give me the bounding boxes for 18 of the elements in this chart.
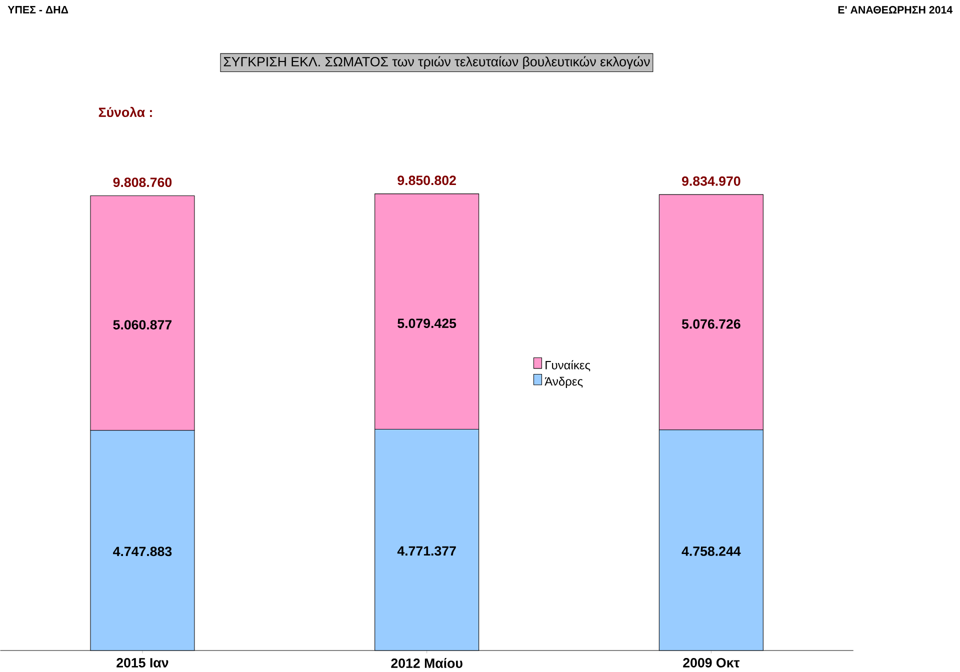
legend-label: Άνδρες bbox=[544, 376, 583, 388]
data-label: 5.079.425 bbox=[398, 318, 456, 328]
data-label: 4.758.244 bbox=[682, 546, 741, 556]
data-label: 4.771.377 bbox=[397, 546, 456, 556]
text: Σύνολα : bbox=[98, 106, 152, 117]
total-label: 9.808.760 bbox=[113, 177, 172, 187]
total-label: 9.850.802 bbox=[398, 175, 456, 185]
data-label: 5.076.726 bbox=[682, 319, 740, 329]
text: ΥΠΕΣ - ΔΗΔ bbox=[8, 6, 68, 14]
x-tick-label: 2012 Μαίου bbox=[391, 658, 462, 668]
chart-title: ΣΥΓΚΡΙΣΗ ΕΚΛ. ΣΩΜΑΤΟΣ των τριών τελευταίων βουλευτικών εκλογών bbox=[224, 56, 650, 69]
total-label: 9.834.970 bbox=[682, 176, 740, 186]
data-label: 5.060.877 bbox=[113, 320, 172, 330]
data-label: 4.747.883 bbox=[113, 546, 172, 556]
legend-label: Γυναίκες bbox=[546, 360, 590, 372]
x-tick-label: 2009 Οκτ bbox=[683, 658, 740, 668]
x-tick-label: 2015 Ιαν bbox=[116, 658, 168, 668]
text: Ε' ΑΝΑΘΕΩΡΗΣΗ 2014 bbox=[838, 6, 953, 14]
